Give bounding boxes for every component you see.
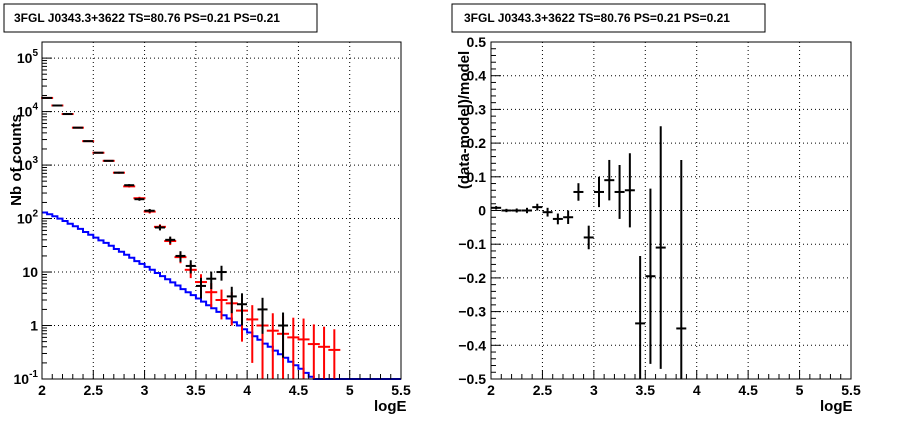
- counts-x-tick-label: 5: [346, 382, 354, 398]
- counts-x-tick-label: 2: [38, 382, 46, 398]
- data-point: [104, 160, 114, 161]
- data-point: [73, 127, 83, 128]
- residuals-x-tick-label: 3: [590, 382, 598, 398]
- data-point: [114, 172, 124, 174]
- residuals-y-tick-label: −0.4: [458, 337, 486, 353]
- counts-y-tick-label: 1: [30, 318, 38, 334]
- data-point: [124, 184, 134, 186]
- counts-x-tick-label: 4: [243, 382, 251, 398]
- residuals-y-tick-label: 0.5: [467, 34, 487, 50]
- residuals-x-axis-label: logE: [820, 398, 853, 415]
- counts-title: 3FGL J0343.3+3622 TS=80.76 PS=0.21 PS=0.…: [14, 11, 280, 25]
- counts-x-tick-label: 5.5: [391, 382, 411, 398]
- residuals-y-axis-label: (data-model)/model: [456, 51, 473, 189]
- counts-x-tick-label: 4.5: [289, 382, 309, 398]
- residuals-x-tick-label: 2.5: [533, 382, 553, 398]
- residuals-y-tick-label: −0.5: [458, 371, 486, 387]
- counts-y-tick-label: 10: [22, 264, 38, 280]
- residuals-x-tick-label: 2: [487, 382, 495, 398]
- residuals-y-tick-label: 0: [478, 203, 486, 219]
- residuals-x-tick-label: 5: [796, 382, 804, 398]
- residuals-y-tick-label: −0.3: [458, 304, 486, 320]
- data-point: [63, 114, 73, 115]
- data-point: [93, 152, 103, 153]
- residuals-y-tick-label: −0.2: [458, 270, 486, 286]
- counts-x-tick-label: 2.5: [84, 382, 104, 398]
- residuals-x-tick-label: 4.5: [738, 382, 758, 398]
- residuals-x-tick-label: 4: [693, 382, 701, 398]
- residuals-title: 3FGL J0343.3+3622 TS=80.76 PS=0.21 PS=0.…: [464, 11, 730, 25]
- residuals-y-tick-label: −0.1: [458, 236, 486, 252]
- residuals-x-tick-label: 3.5: [636, 382, 656, 398]
- counts-x-tick-label: 3.5: [186, 382, 206, 398]
- counts-y-axis-label: Nb of counts: [8, 114, 25, 206]
- counts-x-tick-label: 3: [141, 382, 149, 398]
- counts-x-axis-label: logE: [374, 398, 407, 415]
- data-point: [83, 141, 93, 142]
- residuals-x-tick-label: 5.5: [841, 382, 861, 398]
